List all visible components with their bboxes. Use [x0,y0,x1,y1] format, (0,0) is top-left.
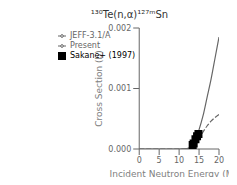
svg-text:20: 20 [214,156,224,165]
svg-text:Incident Neutron Energy (MeV): Incident Neutron Energy (MeV) [110,169,229,177]
html-text:Present: Present [70,41,100,50]
svg-text:15: 15 [194,156,204,165]
svg-text:0.000: 0.000 [108,145,131,154]
svg-text:Cross Section (b): Cross Section (b) [94,50,104,127]
svg-text:5: 5 [157,156,162,165]
html-text:¹³⁰Te(n,α)¹²⁷ᵐSn: ¹³⁰Te(n,α)¹²⁷ᵐSn [90,9,169,20]
svg-text:0: 0 [137,156,142,165]
html-text:Sakane+ (1997): Sakane+ (1997) [70,51,136,60]
svg-text:10: 10 [174,156,184,165]
html-text:JEFF-3.1/A: JEFF-3.1/A [70,31,111,40]
svg-text:0.001: 0.001 [108,84,131,93]
svg-text:0.002: 0.002 [108,24,131,33]
